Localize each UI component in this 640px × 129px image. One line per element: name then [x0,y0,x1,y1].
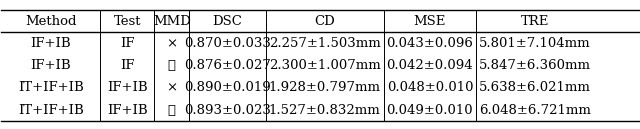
Text: 2.300±1.007mm: 2.300±1.007mm [269,59,381,72]
Text: ✓: ✓ [168,59,176,72]
Text: 0.048±0.010: 0.048±0.010 [387,82,473,94]
Text: MSE: MSE [413,15,446,28]
Text: 5.638±6.021mm: 5.638±6.021mm [479,82,591,94]
Text: ×: × [166,82,177,94]
Text: ×: × [166,37,177,50]
Text: CD: CD [314,15,335,28]
Text: IF: IF [120,59,134,72]
Text: 0.043±0.096: 0.043±0.096 [387,37,474,50]
Text: IT+IF+IB: IT+IF+IB [18,104,84,117]
Text: 2.257±1.503mm: 2.257±1.503mm [269,37,381,50]
Text: 5.801±7.104mm: 5.801±7.104mm [479,37,591,50]
Text: ✓: ✓ [168,104,176,117]
Text: 0.870±0.033: 0.870±0.033 [184,37,271,50]
Text: DSC: DSC [212,15,243,28]
Text: 1.527±0.832mm: 1.527±0.832mm [269,104,381,117]
Text: 0.876±0.027: 0.876±0.027 [184,59,271,72]
Text: 0.893±0.023: 0.893±0.023 [184,104,271,117]
Text: IF+IB: IF+IB [107,82,148,94]
Text: IT+IF+IB: IT+IF+IB [18,82,84,94]
Text: IF+IB: IF+IB [107,104,148,117]
Text: 0.042±0.094: 0.042±0.094 [387,59,473,72]
Text: TRE: TRE [521,15,549,28]
Text: 0.890±0.019: 0.890±0.019 [184,82,271,94]
Text: 5.847±6.360mm: 5.847±6.360mm [479,59,591,72]
Text: 1.928±0.797mm: 1.928±0.797mm [269,82,381,94]
Text: IF: IF [120,37,134,50]
Text: Method: Method [25,15,77,28]
Text: 0.049±0.010: 0.049±0.010 [387,104,473,117]
Text: MMD: MMD [153,15,191,28]
Text: IF+IB: IF+IB [31,59,71,72]
Text: IF+IB: IF+IB [31,37,71,50]
Text: 6.048±6.721mm: 6.048±6.721mm [479,104,591,117]
Text: Test: Test [113,15,141,28]
